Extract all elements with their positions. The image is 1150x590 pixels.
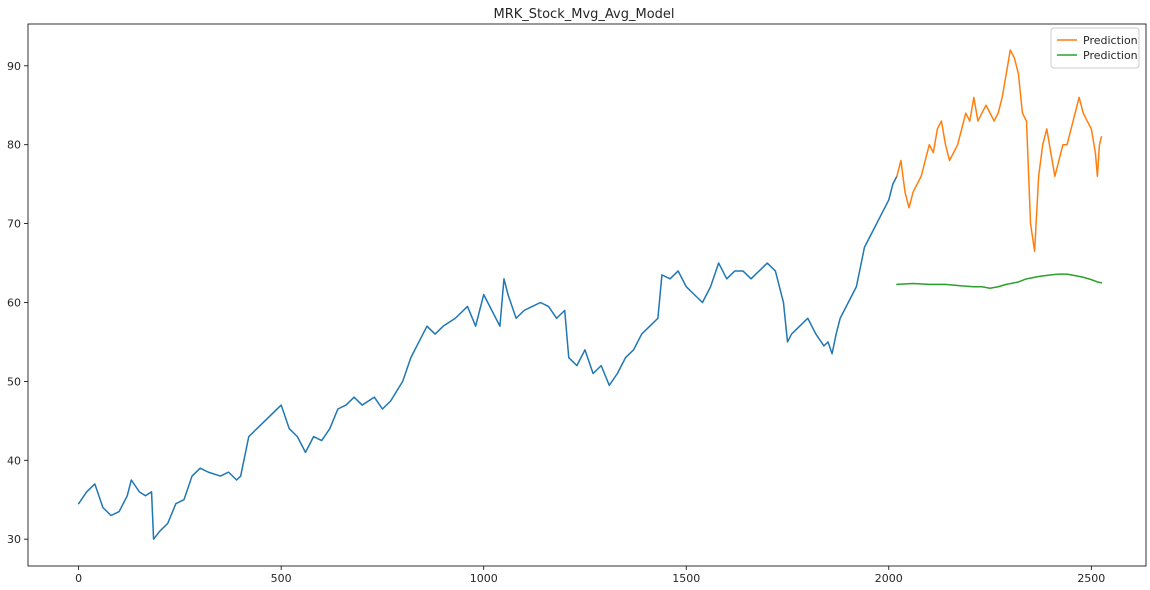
plot-area: 0 500 1000 1500 2000 2500 30 40 50 60 70 80 90 [7, 23, 1147, 585]
axes-frame [27, 23, 1147, 567]
x-tick-label-1: 500 [271, 572, 292, 585]
y-tick-label-0: 30 [7, 533, 21, 546]
legend-label-0: Prediction [1083, 34, 1138, 47]
y-tick-label-5: 80 [7, 139, 21, 152]
y-tick-label-6: 90 [7, 60, 21, 73]
x-tick-label-2: 1000 [470, 572, 498, 585]
x-tick-label-3: 1500 [672, 572, 700, 585]
series-line-0 [77, 175, 898, 540]
chart-title: MRK_Stock_Mvg_Avg_Model [493, 7, 674, 22]
y-tick-label-1: 40 [7, 454, 21, 467]
x-tick-label-4: 2000 [875, 572, 903, 585]
legend-box [1050, 27, 1140, 69]
series-line-1 [896, 49, 1103, 252]
legend-label-1: Prediction [1083, 49, 1138, 62]
y-tick-label-3: 60 [7, 296, 21, 309]
y-tick-label-4: 70 [7, 218, 21, 231]
x-tick-label-0: 0 [75, 572, 82, 585]
x-tick-label-5: 2500 [1077, 572, 1105, 585]
y-tick-label-2: 50 [7, 375, 21, 388]
legend: Prediction Prediction [1050, 27, 1140, 69]
series-line-2 [896, 273, 1103, 290]
